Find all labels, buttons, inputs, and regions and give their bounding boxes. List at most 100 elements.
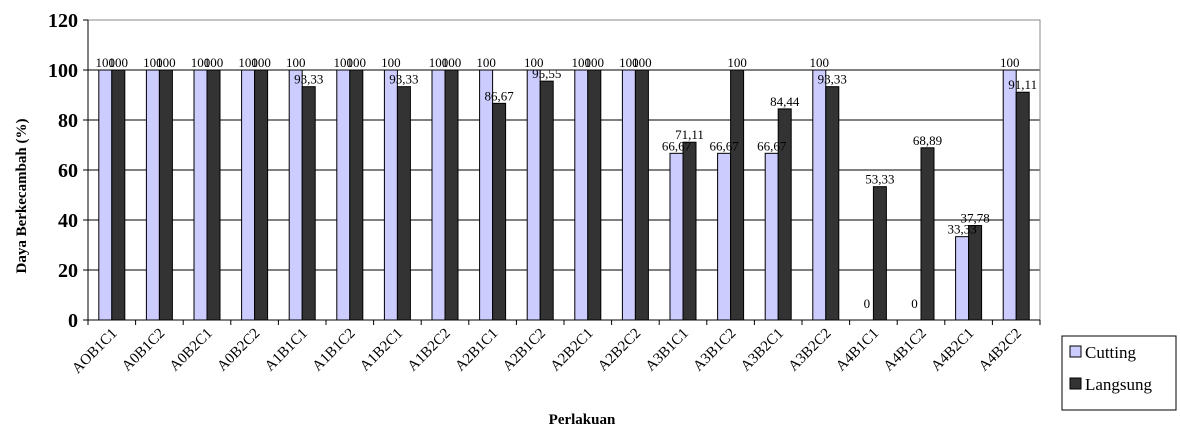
legend-label-langsung: Langsung xyxy=(1085,375,1153,394)
y-tick-label: 20 xyxy=(58,260,78,282)
x-tick-label-A0B2C1: A0B2C1 xyxy=(167,326,216,375)
data-label-langsung-A3B1C1: 71,11 xyxy=(675,127,704,142)
data-label-cutting-A3B2C1: 66,67 xyxy=(757,138,787,153)
x-axis-title: Perlakuan xyxy=(549,412,616,428)
bars xyxy=(98,69,1030,321)
bar-langsung-A2B2C1 xyxy=(587,69,602,321)
bar-cutting-A4B2C2 xyxy=(1002,69,1017,321)
bar-langsung-A3B1C2 xyxy=(730,69,745,321)
x-tick-label-A3B2C2: A3B2C2 xyxy=(786,326,835,375)
bar-cutting-A1B1C1 xyxy=(288,69,303,321)
data-label-cutting-A1B1C2: 100 xyxy=(334,55,354,70)
bar-cutting-A1B2C1 xyxy=(383,69,398,321)
bar-langsung-A3B2C2 xyxy=(825,86,840,321)
data-label-cutting-AOB1C1: 100 xyxy=(96,55,116,70)
bar-cutting-A2B2C2 xyxy=(621,69,636,321)
bar-cutting-A4B2C1 xyxy=(955,236,970,321)
y-tick-label: 40 xyxy=(58,210,78,232)
bar-langsung-A1B2C2 xyxy=(444,69,459,321)
x-tick-label-A4B1C1: A4B1C1 xyxy=(833,326,882,375)
data-label-cutting-A2B2C2: 100 xyxy=(619,55,639,70)
data-label-cutting-A3B2C2: 100 xyxy=(810,55,830,70)
data-label-langsung-A0B2C1: 100 xyxy=(204,55,224,70)
data-label-langsung-A1B1C2: 100 xyxy=(347,55,367,70)
y-tick-label: 100 xyxy=(48,60,78,82)
x-tick-label-A0B1C2: A0B1C2 xyxy=(119,326,168,375)
gridlines xyxy=(88,69,1040,271)
data-label-langsung-A4B2C2: 91,11 xyxy=(1008,77,1037,92)
x-tick-label-A2B2C2: A2B2C2 xyxy=(595,326,644,375)
data-label-langsung-A1B1C1: 93,33 xyxy=(294,72,323,87)
bar-langsung-A0B2C1 xyxy=(206,69,221,321)
y-tick-label: 120 xyxy=(48,10,78,32)
x-tick-label-A2B1C2: A2B1C2 xyxy=(500,326,549,375)
x-tick-label-A1B1C2: A1B1C2 xyxy=(310,326,359,375)
data-label-cutting-A3B1C2: 66,67 xyxy=(709,138,739,153)
x-tick-label-A4B2C1: A4B2C1 xyxy=(928,326,977,375)
bar-cutting-A0B2C1 xyxy=(193,69,208,321)
bar-cutting-A2B1C1 xyxy=(479,69,494,321)
x-tick-label-A0B2C2: A0B2C2 xyxy=(214,326,263,375)
bar-langsung-A2B2C2 xyxy=(634,69,649,321)
data-label-langsung-A4B2C1: 37,78 xyxy=(960,211,989,226)
data-label-langsung-A4B1C2: 68,89 xyxy=(913,133,942,148)
bar-cutting-A2B2C1 xyxy=(574,69,589,321)
bar-langsung-A3B1C1 xyxy=(682,141,697,321)
data-label-cutting-A0B2C1: 100 xyxy=(191,55,211,70)
axes xyxy=(83,19,1041,325)
data-label-cutting-A4B1C2: 0 xyxy=(911,296,918,311)
data-label-cutting-A1B2C2: 100 xyxy=(429,55,449,70)
data-label-langsung-A3B1C2: 100 xyxy=(727,55,747,70)
data-label-langsung-A0B2C2: 100 xyxy=(251,55,271,70)
x-tick-label-A3B1C1: A3B1C1 xyxy=(643,326,692,375)
bar-cutting-A3B1C2 xyxy=(717,152,732,321)
data-label-langsung-A1B2C2: 100 xyxy=(442,55,462,70)
x-tick-label-A2B1C1: A2B1C1 xyxy=(452,326,501,375)
x-tick-label-A2B2C1: A2B2C1 xyxy=(548,326,597,375)
data-label-langsung-A4B1C1: 53,33 xyxy=(865,172,894,187)
data-label-langsung-A2B2C1: 100 xyxy=(585,55,605,70)
legend-swatch-cutting xyxy=(1069,345,1082,358)
y-tick-label: 60 xyxy=(58,160,78,182)
bar-langsung-A4B2C1 xyxy=(968,225,983,321)
bar-cutting-A0B1C2 xyxy=(145,69,160,321)
data-label-langsung-A2B2C2: 100 xyxy=(632,55,652,70)
legend-label-cutting: Cutting xyxy=(1085,343,1137,362)
data-label-cutting-A2B2C1: 100 xyxy=(572,55,592,70)
data-label-cutting-A0B1C2: 100 xyxy=(143,55,163,70)
bar-langsung-A4B2C2 xyxy=(1015,91,1030,321)
data-label-cutting-A1B1C1: 100 xyxy=(286,55,306,70)
x-tick-label-A4B2C2: A4B2C2 xyxy=(976,326,1025,375)
bar-cutting-A3B2C1 xyxy=(764,152,779,321)
data-label-cutting-A0B2C2: 100 xyxy=(238,55,258,70)
data-label-langsung-AOB1C1: 100 xyxy=(109,55,129,70)
bar-cutting-A1B2C2 xyxy=(431,69,446,321)
bar-langsung-A2B1C1 xyxy=(492,102,507,321)
bar-langsung-A1B1C1 xyxy=(301,86,316,321)
y-tick-labels: 0 20 40 60 80 100 120 xyxy=(48,10,78,332)
x-tick-label-A3B1C2: A3B1C2 xyxy=(690,326,739,375)
data-label-cutting-A1B2C1: 100 xyxy=(381,55,401,70)
bar-cutting-A1B1C2 xyxy=(336,69,351,321)
x-tick-label-A1B2C1: A1B2C1 xyxy=(357,326,406,375)
bar-langsung-A2B1C2 xyxy=(539,80,554,321)
bar-langsung-A0B1C2 xyxy=(158,69,173,321)
bar-cutting-A3B1C1 xyxy=(669,152,684,321)
bar-langsung-A1B1C2 xyxy=(349,69,364,321)
bar-langsung-AOB1C1 xyxy=(111,69,126,321)
data-label-langsung-A2B1C2: 95,55 xyxy=(532,66,561,81)
x-tick-label-A3B2C1: A3B2C1 xyxy=(738,326,787,375)
bar-langsung-A4B1C2 xyxy=(920,147,935,321)
bar-cutting-A2B1C2 xyxy=(526,69,541,321)
x-tick-label-A1B2C2: A1B2C2 xyxy=(405,326,454,375)
x-tick-label-AOB1C1: AOB1C1 xyxy=(69,326,120,377)
data-label-langsung-A3B2C1: 84,44 xyxy=(770,94,800,109)
x-tick-label-A1B1C1: A1B1C1 xyxy=(262,326,311,375)
data-label-cutting-A2B1C2: 100 xyxy=(524,55,544,70)
data-label-cutting-A3B1C1: 66,67 xyxy=(662,138,692,153)
y-axis-title: Daya Berkecambah (%) xyxy=(14,119,30,274)
data-label-langsung-A3B2C2: 93,33 xyxy=(818,72,847,87)
data-label-langsung-A2B1C1: 86,67 xyxy=(484,88,514,103)
